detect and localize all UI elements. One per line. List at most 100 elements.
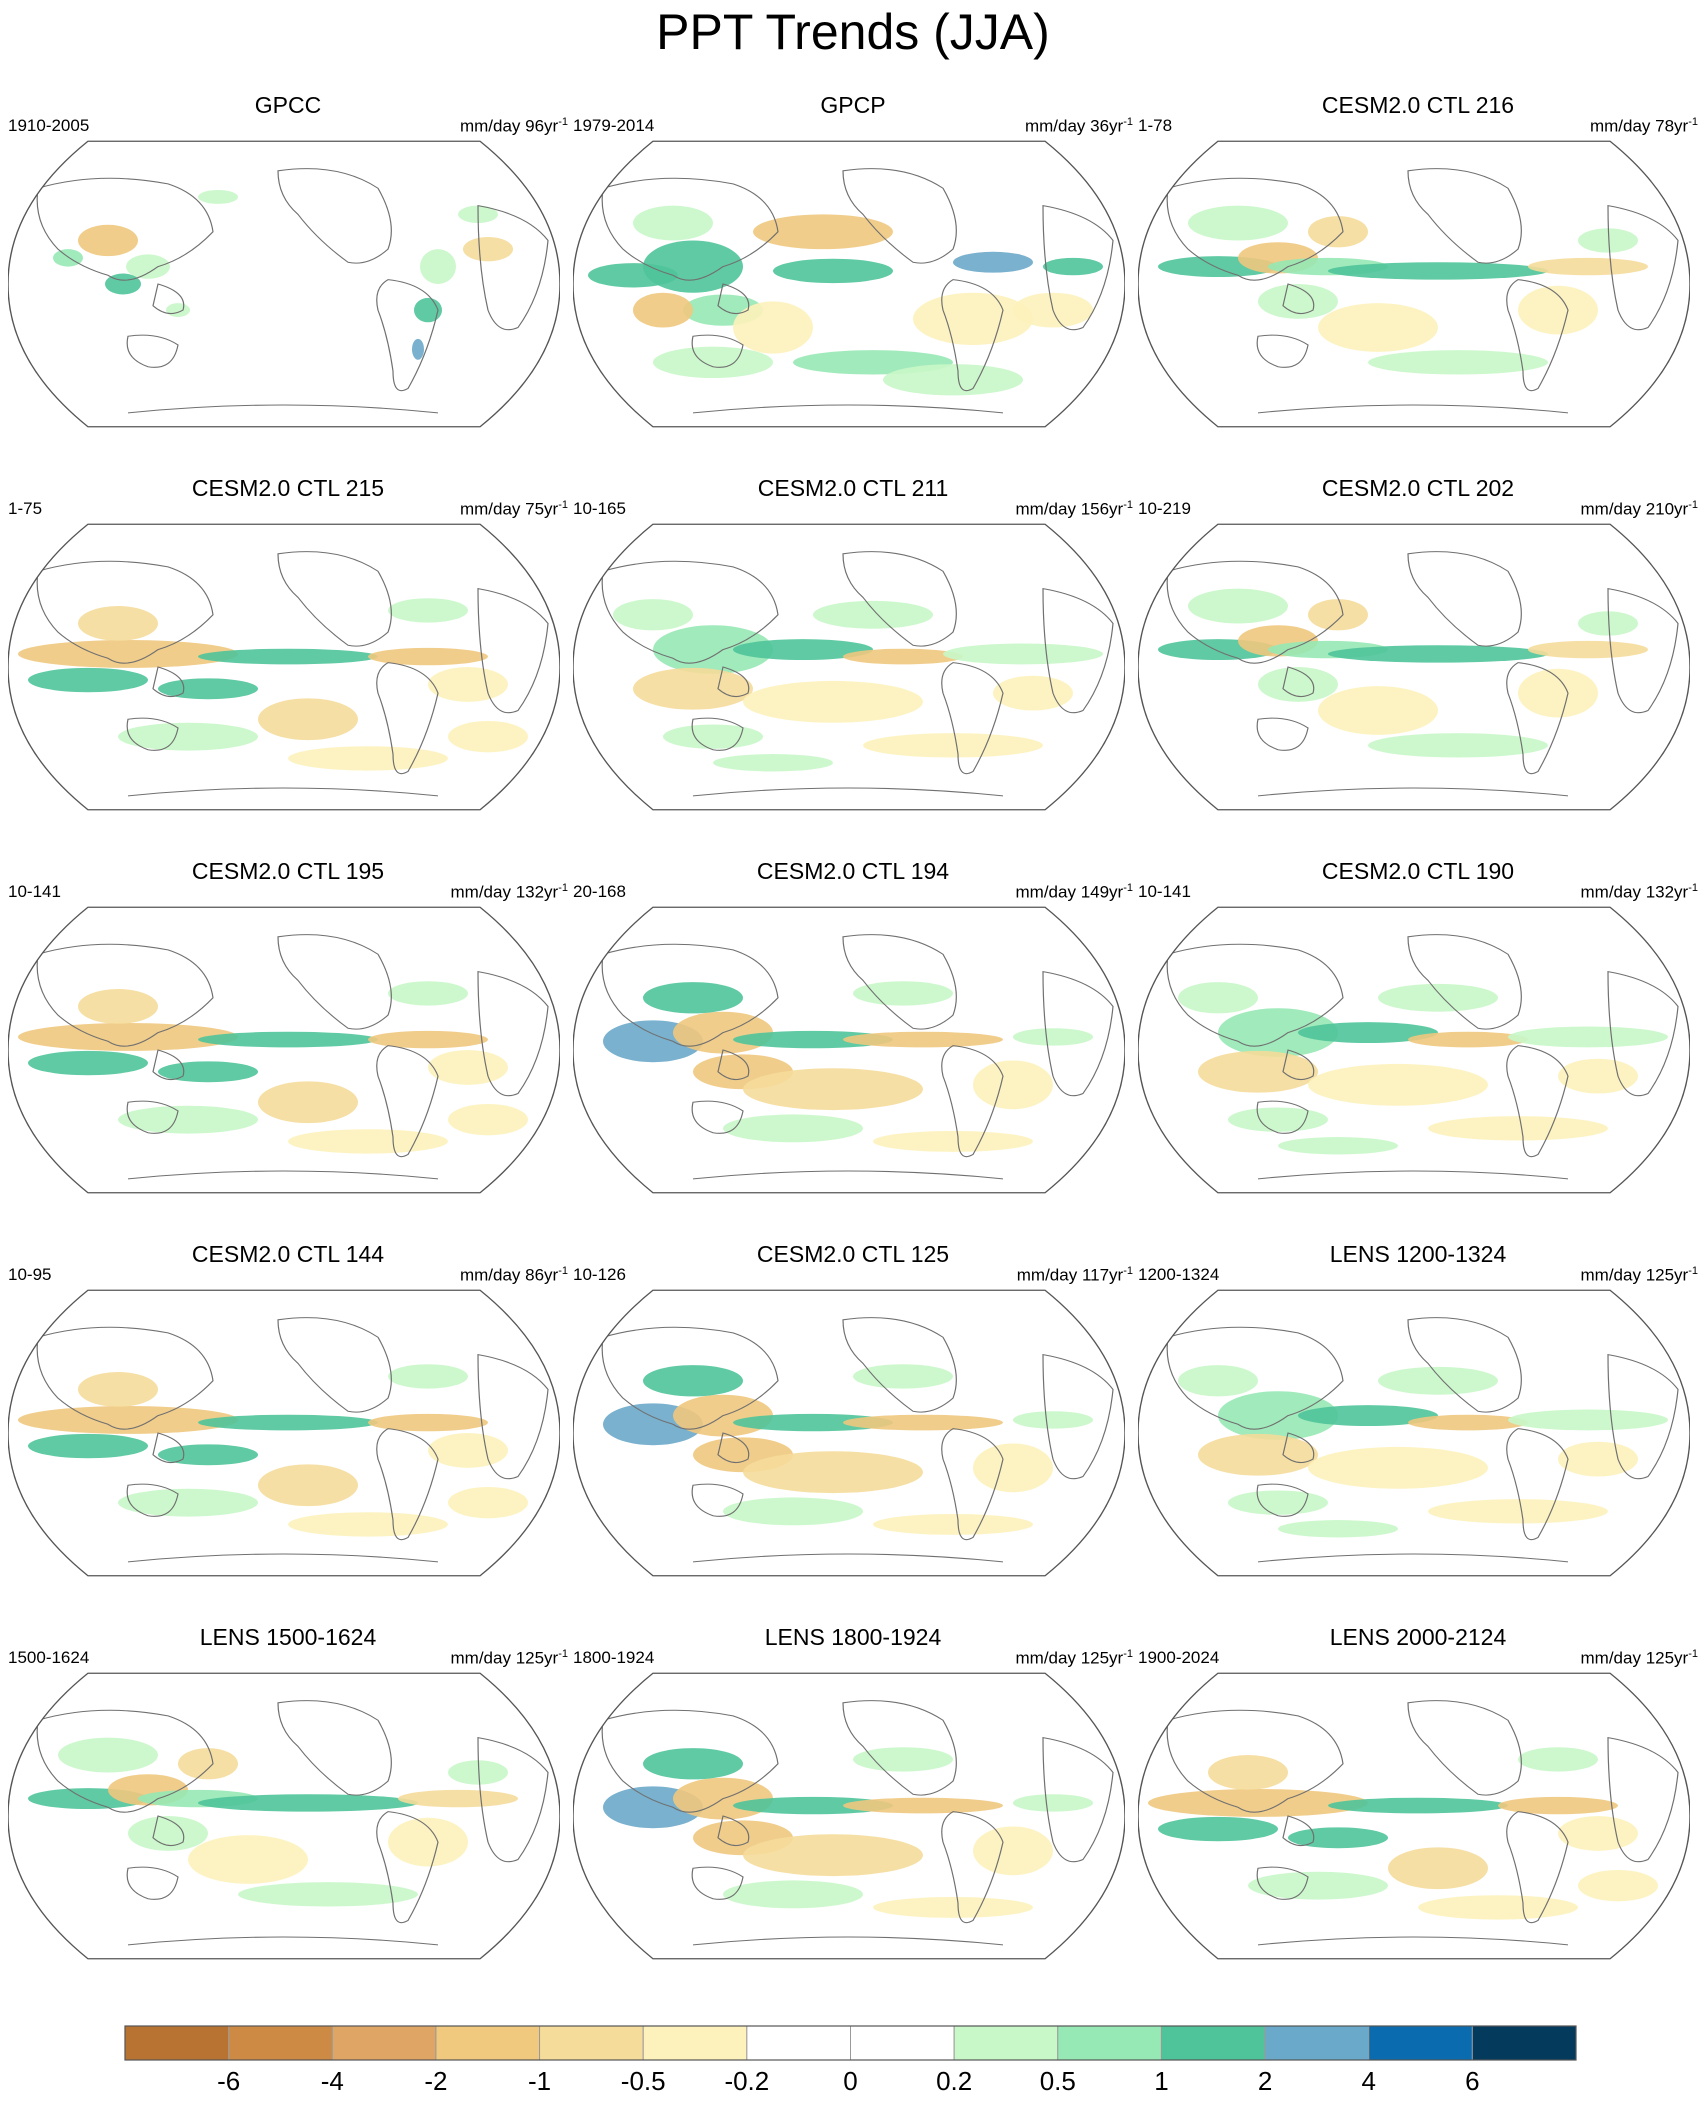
- coastline: [36, 1326, 214, 1430]
- coastline: [477, 588, 549, 714]
- unit-label: mm/day: [1015, 499, 1081, 519]
- panel-trend-unit: mm/day 125yr-1: [1016, 1644, 1134, 1669]
- anomaly-shading: [198, 648, 378, 665]
- map-border: [8, 523, 560, 811]
- coastline: [1282, 1432, 1315, 1464]
- anomaly-shading: [643, 1365, 743, 1397]
- anomaly-shading: [653, 346, 773, 379]
- coastline: [277, 168, 392, 264]
- coastline: [1257, 404, 1569, 414]
- anomaly-shading: [843, 1414, 1003, 1431]
- coastline: [692, 787, 1004, 797]
- colorbar-tick-label: 0.5: [1040, 2066, 1076, 2096]
- trend-superscript: -1: [558, 882, 568, 894]
- coastline: [1282, 1815, 1315, 1847]
- map-border: [1138, 906, 1690, 1194]
- coastline: [692, 1936, 1004, 1946]
- anomaly-shading: [1148, 1789, 1368, 1817]
- colorbar-swatch: [435, 2025, 541, 2061]
- unit-label: mm/day: [1580, 499, 1646, 519]
- coastline: [691, 334, 744, 368]
- anomaly-shading: [633, 205, 713, 241]
- coastline: [941, 279, 1004, 392]
- panel-title: CESM2.0 CTL 190: [1321, 858, 1515, 884]
- coastline: [941, 662, 1004, 775]
- coastline: [941, 1811, 1004, 1924]
- anomaly-shading: [198, 1031, 378, 1048]
- map-border: [8, 140, 560, 428]
- unit-label: mm/day: [450, 882, 516, 902]
- coastline: [692, 404, 1004, 414]
- panel-title: CESM2.0 CTL 144: [191, 1241, 385, 1267]
- coastline: [601, 1326, 779, 1430]
- coastline: [376, 279, 439, 392]
- anomaly-shading: [1308, 599, 1368, 631]
- coastline: [376, 1811, 439, 1924]
- anomaly-shading: [843, 1031, 1003, 1048]
- coastline: [1166, 177, 1344, 281]
- anomaly-shading: [1408, 1031, 1528, 1048]
- anomaly-shading: [753, 214, 893, 250]
- panel-trend-unit: mm/day 78yr-1: [1590, 112, 1698, 137]
- anomaly-shading: [733, 301, 813, 354]
- anomaly-shading: [368, 1030, 488, 1049]
- coastline: [1506, 279, 1569, 392]
- anomaly-shading: [1418, 1895, 1578, 1920]
- map-panel: CESM2.0 CTL 125 10-126 mm/day 117yr-1: [573, 1241, 1133, 1581]
- colorbar-swatch: [1264, 2025, 1370, 2061]
- anomaly-shading: [653, 625, 773, 674]
- robinson-map: [573, 140, 1125, 428]
- anomaly-shading: [1298, 1022, 1438, 1044]
- anomaly-shading: [1013, 1411, 1093, 1429]
- coastline: [691, 1866, 744, 1900]
- anomaly-shading: [368, 647, 488, 666]
- map-panel: CESM2.0 CTL 194 20-168 mm/day 149yr-1: [573, 858, 1133, 1198]
- map-border: [1138, 140, 1690, 428]
- coastline: [152, 1049, 185, 1081]
- anomaly-shading: [1578, 611, 1638, 636]
- coastline: [36, 177, 214, 281]
- colorbar-tick-label: 1: [1154, 2066, 1168, 2096]
- unit-label: mm/day: [459, 116, 526, 136]
- panel-period: 1-78: [1138, 116, 1173, 135]
- anomaly-shading: [1518, 285, 1598, 335]
- anomaly-shading: [743, 1068, 923, 1111]
- trend-superscript: -1: [1688, 1648, 1698, 1660]
- panel-period: 10-126: [573, 1265, 626, 1284]
- colorbar-swatch: [1057, 2025, 1162, 2061]
- anomaly-shading: [863, 733, 1043, 758]
- anomaly-shading: [198, 1794, 418, 1812]
- coastline: [477, 1354, 549, 1480]
- colorbar-tick-label: -0.5: [621, 2066, 666, 2096]
- anomaly-shading: [1408, 1414, 1528, 1431]
- panel-trend-unit: mm/day 125yr-1: [451, 1644, 569, 1669]
- panel-trend-unit: mm/day 75yr-1: [460, 495, 568, 520]
- anomaly-shading: [388, 1817, 468, 1867]
- coastline: [717, 1049, 750, 1081]
- anomaly-shading: [743, 1451, 923, 1494]
- robinson-map: [1138, 1672, 1690, 1960]
- map-border: [1138, 1672, 1690, 1960]
- coastline: [1257, 787, 1569, 797]
- coastline: [601, 177, 779, 281]
- panel-trend-unit: mm/day 125yr-1: [1581, 1644, 1699, 1669]
- anomaly-shading: [1528, 257, 1648, 276]
- panel-title: GPCC: [254, 92, 322, 118]
- panel-trend-unit: mm/day 96yr-1: [460, 112, 568, 137]
- panel-trend-unit: mm/day 156yr-1: [1016, 495, 1134, 520]
- anomaly-shading: [1043, 257, 1103, 276]
- colorbar-swatch: [642, 2025, 748, 2061]
- coastline: [692, 1170, 1004, 1180]
- panel-title: LENS 1200-1324: [1329, 1241, 1507, 1267]
- colorbar-tick-label: 0.2: [936, 2066, 972, 2096]
- anomaly-shading: [126, 254, 170, 279]
- map-panel: LENS 2000-2124 1900-2024 mm/day 125yr-1: [1138, 1624, 1698, 1964]
- panel-period: 1979-2014: [573, 116, 655, 135]
- anomaly-shading: [388, 981, 468, 1006]
- coastline: [601, 560, 779, 664]
- anomaly-shading: [1388, 1847, 1488, 1890]
- panel-trend-unit: mm/day 125yr-1: [1581, 1261, 1699, 1286]
- anomaly-shading: [713, 754, 833, 772]
- colorbar-swatch: [124, 2025, 230, 2061]
- map-panel: CESM2.0 CTL 211 10-165 mm/day 156yr-1: [573, 475, 1133, 815]
